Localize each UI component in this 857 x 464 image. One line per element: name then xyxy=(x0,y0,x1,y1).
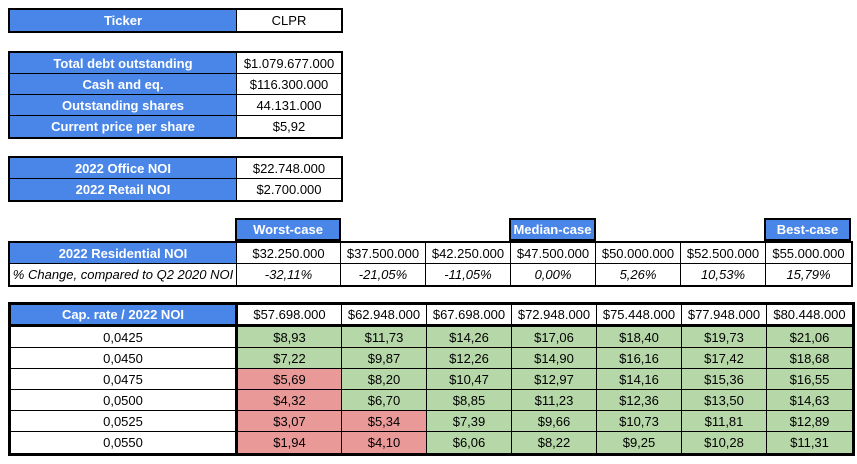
share-value-cell[interactable]: $18,68 xyxy=(767,348,852,369)
retail-noi-value-cell[interactable]: $2.700.000 xyxy=(256,182,322,197)
share-value-cell[interactable]: $8,22 xyxy=(512,432,597,453)
share-value-cell[interactable]: $16,16 xyxy=(597,348,682,369)
residential-noi-label-cell: 2022 Residential NOI xyxy=(10,243,237,264)
share-value-cell[interactable]: $3,07 xyxy=(238,411,342,432)
share-value-cell[interactable]: $6,06 xyxy=(427,432,512,453)
ticker-label-cell: Ticker xyxy=(10,10,237,31)
residential-noi-value-cell[interactable]: $42.250.000 xyxy=(426,243,511,264)
share-value-cell[interactable]: $8,85 xyxy=(427,390,512,411)
residential-noi-value-cell[interactable]: $47.500.000 xyxy=(511,243,596,264)
share-value-cell[interactable]: $11,73 xyxy=(342,327,427,348)
share-value-cell[interactable]: $12,89 xyxy=(767,411,852,432)
shares-value-cell[interactable]: 44.131.000 xyxy=(237,95,341,116)
residential-noi-value-cell[interactable]: $55.000.000 xyxy=(766,243,851,264)
noi-header-cell[interactable]: $62.948.000 xyxy=(342,305,427,327)
pct-change-value-cell[interactable]: 5,26% xyxy=(596,264,681,285)
pct-change-label-cell: % Change, compared to Q2 2020 NOI xyxy=(10,264,237,285)
total-debt-value-cell[interactable]: $1.079.677.000 xyxy=(237,53,341,74)
noi-header-cell[interactable]: $75.448.000 xyxy=(597,305,682,327)
residential-noi-value-cell[interactable]: $52.500.000 xyxy=(681,243,766,264)
sensitivity-corner-label-cell: Cap. rate / 2022 NOI xyxy=(11,305,238,327)
share-value-cell[interactable]: $15,36 xyxy=(682,369,767,390)
share-value-cell[interactable]: $10,73 xyxy=(597,411,682,432)
cash-label-cell: Cash and eq. xyxy=(10,74,237,95)
pct-change-value-cell[interactable]: 10,53% xyxy=(681,264,766,285)
share-value-cell[interactable]: $10,28 xyxy=(682,432,767,453)
share-value-cell[interactable]: $9,66 xyxy=(512,411,597,432)
shares-label-cell: Outstanding shares xyxy=(10,95,237,116)
share-value-cell[interactable]: $1,94 xyxy=(238,432,342,453)
cap-rate-sensitivity-table: Cap. rate / 2022 NOI $57.698.000 $62.948… xyxy=(8,302,855,456)
best-case-header: Best-case xyxy=(764,218,851,241)
price-label-cell: Current price per share xyxy=(10,116,237,137)
cap-rate-cell[interactable]: 0,0425 xyxy=(11,327,238,348)
share-value-cell[interactable]: $9,87 xyxy=(342,348,427,369)
total-debt-label-cell: Total debt outstanding xyxy=(10,53,237,74)
share-value-cell[interactable]: $16,55 xyxy=(767,369,852,390)
share-value-cell[interactable]: $21,06 xyxy=(767,327,852,348)
cap-rate-cell[interactable]: 0,0525 xyxy=(11,411,238,432)
share-value-cell[interactable]: $17,06 xyxy=(512,327,597,348)
cap-rate-cell[interactable]: 0,0500 xyxy=(11,390,238,411)
pct-change-value-cell[interactable]: -21,05% xyxy=(341,264,426,285)
balance-table: Total debt outstanding $1.079.677.000 Ca… xyxy=(8,51,343,139)
share-value-cell[interactable]: $11,81 xyxy=(682,411,767,432)
pct-change-value-cell[interactable]: 15,79% xyxy=(786,267,831,282)
cap-rate-cell[interactable]: 0,0475 xyxy=(11,369,238,390)
share-value-cell[interactable]: $5,69 xyxy=(238,369,342,390)
noi-header-cell[interactable]: $67.698.000 xyxy=(427,305,512,327)
office-noi-label-cell: 2022 Office NOI xyxy=(10,158,237,179)
price-value-cell[interactable]: $5,92 xyxy=(272,119,306,134)
share-value-cell[interactable]: $8,20 xyxy=(342,369,427,390)
share-value-cell[interactable]: $17,42 xyxy=(682,348,767,369)
ticker-table: Ticker CLPR xyxy=(8,8,343,33)
cash-value-cell[interactable]: $116.300.000 xyxy=(237,74,341,95)
share-value-cell[interactable]: $12,36 xyxy=(597,390,682,411)
noi-header-cell[interactable]: $57.698.000 xyxy=(238,305,342,327)
office-noi-value-cell[interactable]: $22.748.000 xyxy=(237,158,341,179)
residential-noi-value-cell[interactable]: $50.000.000 xyxy=(596,243,681,264)
pct-change-value-cell[interactable]: -32,11% xyxy=(237,264,341,285)
share-value-cell[interactable]: $14,16 xyxy=(597,369,682,390)
share-value-cell[interactable]: $4,10 xyxy=(342,432,427,453)
share-value-cell[interactable]: $14,26 xyxy=(427,327,512,348)
noi-header-cell[interactable]: $72.948.000 xyxy=(512,305,597,327)
noi-header-cell[interactable]: $80.448.000 xyxy=(767,305,852,327)
retail-noi-label-cell: 2022 Retail NOI xyxy=(10,179,237,200)
share-value-cell[interactable]: $14,90 xyxy=(512,348,597,369)
residential-noi-value-cell[interactable]: $37.500.000 xyxy=(341,243,426,264)
share-value-cell[interactable]: $5,34 xyxy=(342,411,427,432)
share-value-cell[interactable]: $6,70 xyxy=(342,390,427,411)
pct-change-value-cell[interactable]: -11,05% xyxy=(426,264,511,285)
share-value-cell[interactable]: $14,63 xyxy=(767,390,852,411)
cap-rate-cell[interactable]: 0,0550 xyxy=(11,432,238,453)
noi-header-cell[interactable]: $77.948.000 xyxy=(682,305,767,327)
segment-noi-table: 2022 Office NOI $22.748.000 2022 Retail … xyxy=(8,156,343,202)
share-value-cell[interactable]: $7,39 xyxy=(427,411,512,432)
share-value-cell[interactable]: $11,31 xyxy=(767,432,852,453)
cap-rate-cell[interactable]: 0,0450 xyxy=(11,348,238,369)
share-value-cell[interactable]: $12,97 xyxy=(512,369,597,390)
share-value-cell[interactable]: $4,32 xyxy=(238,390,342,411)
share-value-cell[interactable]: $19,73 xyxy=(682,327,767,348)
share-value-cell[interactable]: $11,23 xyxy=(512,390,597,411)
share-value-cell[interactable]: $12,26 xyxy=(427,348,512,369)
residential-scenario-table: 2022 Residential NOI $32.250.000 $37.500… xyxy=(8,241,853,287)
share-value-cell[interactable]: $9,25 xyxy=(597,432,682,453)
residential-noi-value-cell[interactable]: $32.250.000 xyxy=(237,243,341,264)
median-case-header: Median-case xyxy=(509,218,596,241)
share-value-cell[interactable]: $8,93 xyxy=(238,327,342,348)
pct-change-value-cell[interactable]: 0,00% xyxy=(511,264,596,285)
share-value-cell[interactable]: $10,47 xyxy=(427,369,512,390)
ticker-value-cell[interactable]: CLPR xyxy=(271,13,307,28)
share-value-cell[interactable]: $13,50 xyxy=(682,390,767,411)
share-value-cell[interactable]: $7,22 xyxy=(238,348,342,369)
share-value-cell[interactable]: $18,40 xyxy=(597,327,682,348)
worst-case-header: Worst-case xyxy=(235,218,341,241)
